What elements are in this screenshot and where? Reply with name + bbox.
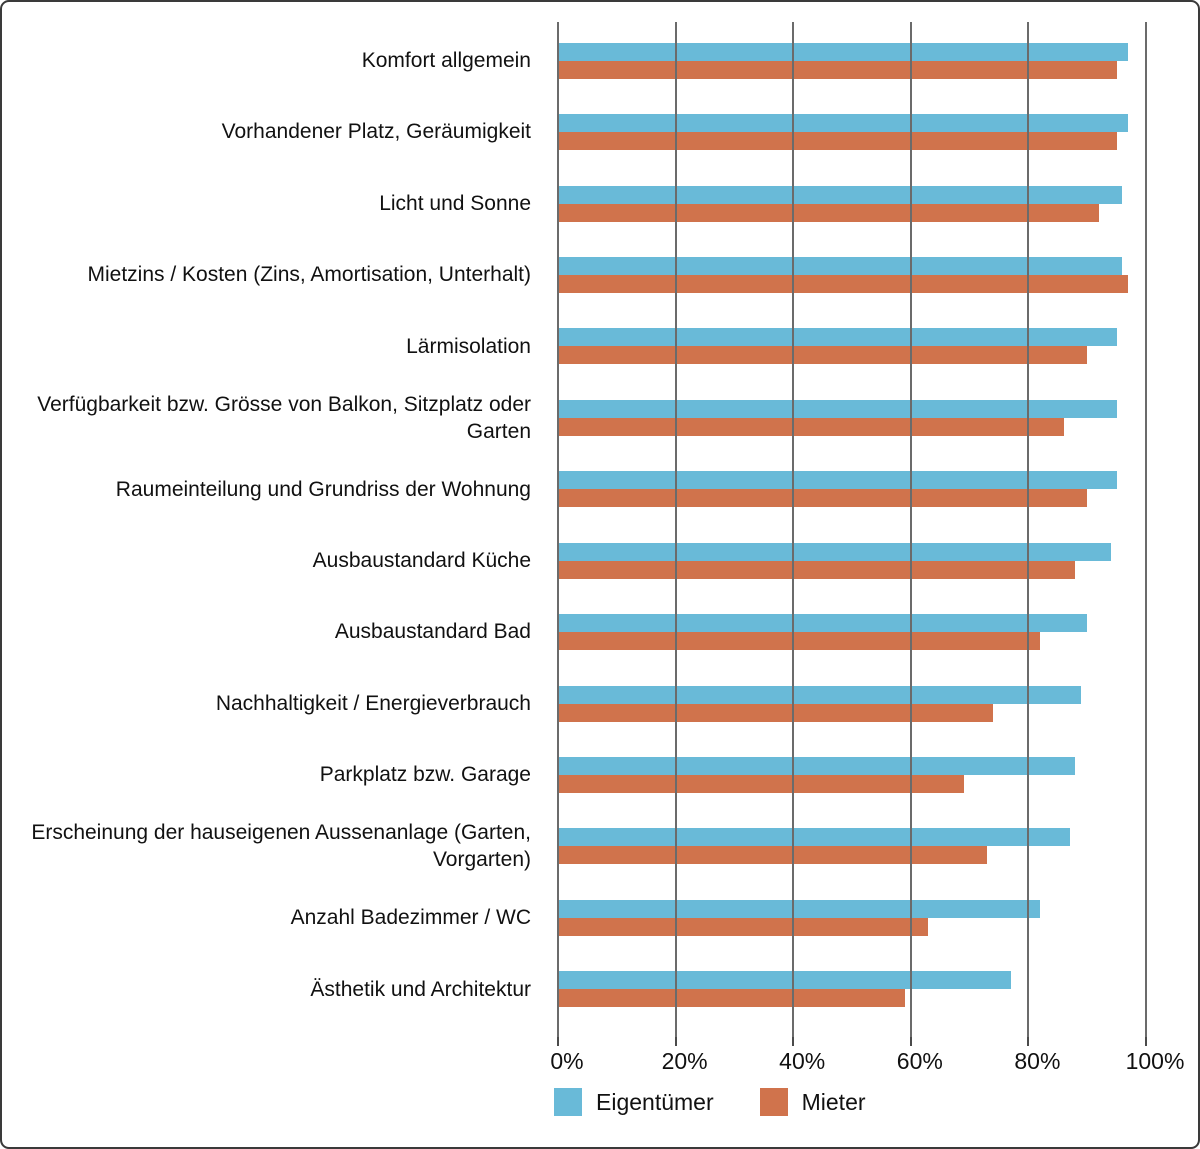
category-label: Verfügbarkeit bzw. Grösse von Balkon, Si… xyxy=(37,392,531,443)
legend-swatch-mieter xyxy=(759,1088,788,1116)
bar-eigentuemer xyxy=(558,899,1041,918)
axis-tick xyxy=(1145,1037,1147,1046)
bar-group xyxy=(558,471,1146,508)
bar-mieter xyxy=(558,703,994,722)
bar-group xyxy=(558,685,1146,722)
legend-swatch-eigentuemer xyxy=(554,1088,582,1116)
chart-row: Vorhandener Platz, Geräumigkeit xyxy=(2,96,1198,167)
bar-group xyxy=(558,328,1146,365)
bar-group xyxy=(558,542,1146,579)
bar-mieter xyxy=(558,632,1041,651)
category-label: Parkplatz bzw. Garage xyxy=(319,763,531,787)
category-label: Lärmisolation xyxy=(406,334,531,358)
bar-group xyxy=(558,42,1146,79)
bar-mieter xyxy=(558,132,1117,151)
bar-eigentuemer xyxy=(558,256,1123,275)
bar-eigentuemer xyxy=(558,185,1123,204)
legend: Eigentümer Mieter xyxy=(554,1088,866,1116)
bar-group xyxy=(558,614,1146,651)
axis-tick xyxy=(792,1037,795,1046)
bar-eigentuemer xyxy=(558,756,1076,775)
chart-row: Mietzins / Kosten (Zins, Amortisation, U… xyxy=(2,239,1198,310)
legend-label: Eigentümer xyxy=(596,1088,714,1115)
category-label: Anzahl Badezimmer / WC xyxy=(290,906,531,930)
chart-row: Verfügbarkeit bzw. Grösse von Balkon, Si… xyxy=(2,382,1198,453)
bar-group xyxy=(558,185,1146,222)
bar-group xyxy=(558,899,1146,936)
bar-rows: Komfort allgemein Vorhandener Platz, Gerä… xyxy=(2,25,1198,1025)
legend-item: Eigentümer xyxy=(554,1088,714,1116)
bar-eigentuemer xyxy=(558,614,1088,633)
x-axis-labels: 0% 20% 40% 60% 80% 100% xyxy=(550,1048,1184,1078)
bar-eigentuemer xyxy=(558,471,1117,490)
category-label: Nachhaltigkeit / Energieverbrauch xyxy=(215,691,531,715)
bar-eigentuemer xyxy=(558,114,1129,133)
bar-mieter xyxy=(558,274,1129,293)
bar-eigentuemer xyxy=(558,328,1117,347)
axis-tick xyxy=(674,1037,677,1046)
bar-mieter xyxy=(558,846,988,865)
chart-row: Raumeinteilung und Grundriss der Wohnung xyxy=(2,454,1198,525)
legend-label: Mieter xyxy=(801,1088,866,1115)
bar-mieter xyxy=(558,560,1076,579)
bar-group xyxy=(558,756,1146,793)
bar-eigentuemer xyxy=(558,399,1117,418)
category-label: Vorhandener Platz, Geräumigkeit xyxy=(221,120,531,144)
bar-mieter xyxy=(558,989,905,1008)
bar-group xyxy=(558,828,1146,865)
bar-mieter xyxy=(558,917,929,936)
x-tick-label: 20% xyxy=(661,1048,708,1074)
axis-tick xyxy=(909,1037,912,1046)
bar-eigentuemer xyxy=(558,542,1111,561)
chart-row: Komfort allgemein xyxy=(2,25,1198,96)
bar-eigentuemer xyxy=(558,828,1070,847)
chart-row: Erscheinung der hauseigenen Aussenanlage… xyxy=(2,811,1198,882)
category-label: Komfort allgemein xyxy=(361,49,531,73)
axis-tick xyxy=(1027,1037,1030,1046)
x-tick-label: 0% xyxy=(550,1048,584,1074)
chart-row: Ästhetik und Architektur xyxy=(2,953,1198,1024)
chart-row: Parkplatz bzw. Garage xyxy=(2,739,1198,810)
bar-mieter xyxy=(558,346,1088,365)
chart-row: Ausbaustandard Bad xyxy=(2,596,1198,667)
x-tick-label: 100% xyxy=(1125,1048,1185,1074)
bar-group xyxy=(558,399,1146,436)
category-label: Ästhetik und Architektur xyxy=(310,977,531,1001)
bar-eigentuemer xyxy=(558,42,1129,61)
category-label: Raumeinteilung und Grundriss der Wohnung xyxy=(115,477,531,501)
axis-tick xyxy=(557,1037,559,1046)
x-tick-label: 80% xyxy=(1014,1048,1061,1074)
bar-mieter xyxy=(558,60,1117,79)
bar-group xyxy=(558,971,1146,1008)
chart-row: Anzahl Badezimmer / WC xyxy=(2,882,1198,953)
category-label: Ausbaustandard Küche xyxy=(312,549,531,573)
bar-eigentuemer xyxy=(558,685,1082,704)
chart-row: Lärmisolation xyxy=(2,311,1198,382)
bar-mieter xyxy=(558,774,964,793)
chart-row: Ausbaustandard Küche xyxy=(2,525,1198,596)
bar-mieter xyxy=(558,203,1099,222)
chart-row: Licht und Sonne xyxy=(2,168,1198,239)
category-label: Erscheinung der hauseigenen Aussenanlage… xyxy=(31,821,531,872)
bar-group xyxy=(558,256,1146,293)
bar-mieter xyxy=(558,489,1088,508)
x-tick-label: 40% xyxy=(779,1048,826,1074)
bar-eigentuemer xyxy=(558,971,1011,990)
x-tick-label: 60% xyxy=(896,1048,943,1074)
bar-group xyxy=(558,114,1146,151)
bar-mieter xyxy=(558,417,1064,436)
category-label: Mietzins / Kosten (Zins, Amortisation, U… xyxy=(87,263,532,287)
legend-item: Mieter xyxy=(759,1088,866,1116)
category-label: Ausbaustandard Bad xyxy=(334,620,531,644)
category-label: Licht und Sonne xyxy=(379,191,531,215)
chart-row: Nachhaltigkeit / Energieverbrauch xyxy=(2,668,1198,739)
